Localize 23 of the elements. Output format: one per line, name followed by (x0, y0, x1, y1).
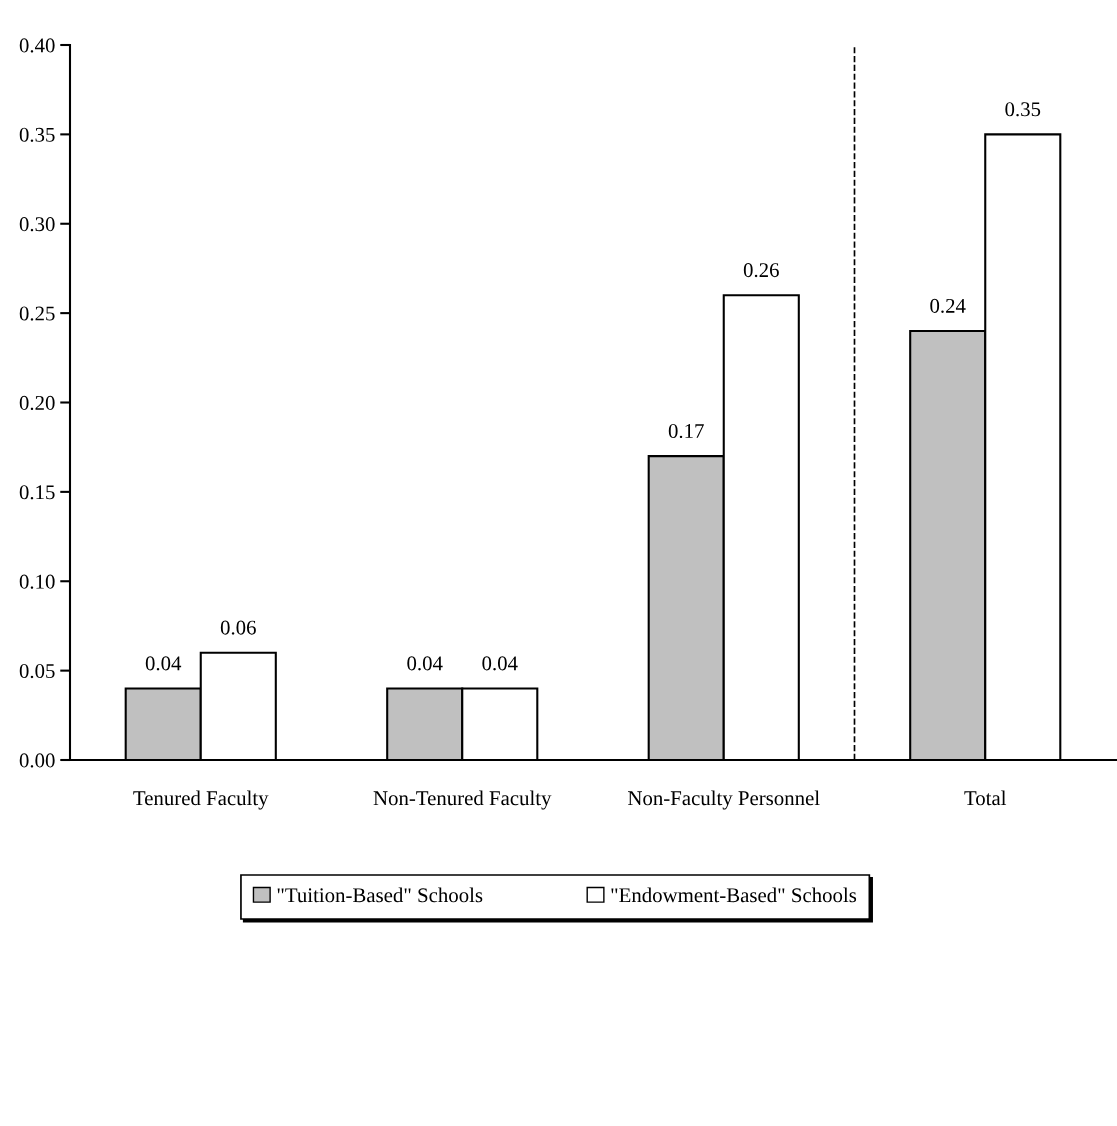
legend-label: "Tuition-Based" Schools (277, 887, 483, 903)
data-label: 0.06 (220, 620, 256, 635)
data-label: 0.17 (668, 423, 704, 439)
x-tick-label: Non-Faculty Personnel (628, 790, 820, 810)
y-tick-label: 0.05 (19, 664, 55, 679)
x-tick-label: Tenured Faculty (133, 790, 269, 810)
y-tick-label: 0.30 (19, 217, 55, 232)
data-label: 0.24 (930, 298, 966, 313)
data-label: 0.04 (145, 656, 182, 671)
legend-label: "Endowment-Based" Schools (611, 887, 857, 903)
x-tick-label: Non-Tenured Faculty (373, 790, 552, 810)
data-label: 0.04 (482, 656, 518, 671)
y-tick-label: 0.35 (19, 127, 55, 142)
y-tick-label: 0.40 (19, 38, 55, 53)
y-tick-label: 0.15 (19, 485, 55, 500)
y-tick-label: 0.00 (19, 753, 55, 768)
y-tick-label: 0.25 (19, 306, 55, 321)
data-label: 0.04 (407, 656, 443, 671)
x-tick-label: Total (964, 790, 1007, 806)
y-tick-label: 0.10 (19, 574, 55, 589)
data-label: 0.26 (743, 263, 779, 278)
y-tick-label: 0.20 (19, 395, 55, 411)
data-label: 0.35 (1005, 102, 1041, 117)
